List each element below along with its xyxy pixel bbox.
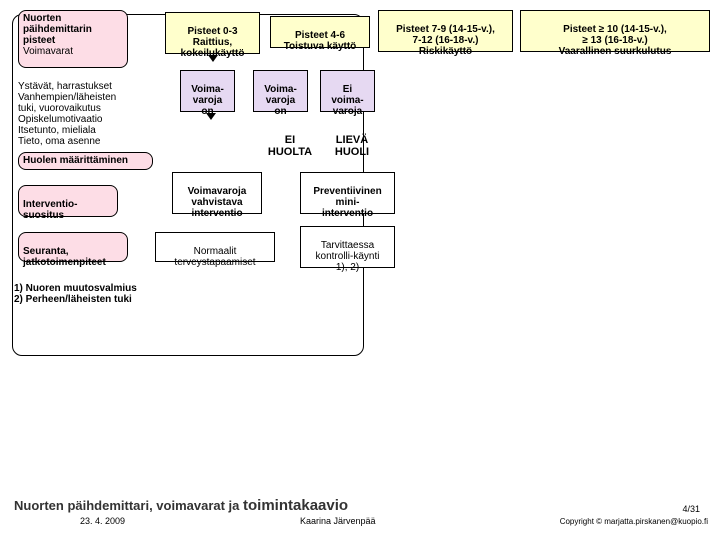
col2-score-text: Pisteet 4-6 Toistuva käyttö	[284, 30, 357, 52]
col1-score: Pisteet 0-3 Raittius, kokeilukäyttö	[165, 12, 260, 54]
ei-huolta: EI HUOLTA	[255, 122, 325, 158]
left-header-text: Nuorten päihdemittarin pisteet	[23, 13, 123, 46]
ei-huolta-text: EI HUOLTA	[268, 134, 312, 158]
col1-voima: Voima- varoja on	[180, 70, 235, 112]
col4-score-text: Pisteet ≥ 10 (14-15-v.), ≥ 13 (16-18-v.)…	[559, 24, 672, 57]
col1-interv: Voimavaroja vahvistava interventio	[172, 172, 262, 214]
valmius-text: 1) Nuoren muutosvalmius 2) Perheen/lähei…	[14, 272, 137, 305]
col2-interv-text: Preventiivinen mini- interventio	[313, 186, 381, 219]
left-header: Nuorten päihdemittarin pisteet Voimavara…	[18, 10, 128, 68]
footer-title-bold: toimintakaavio	[243, 497, 348, 514]
left-lines-text: Ystävät, harrastukset Vanhempien/läheist…	[18, 81, 116, 147]
huolen-box: Huolen määrittäminen	[18, 152, 153, 170]
arrow-c1-1	[208, 55, 218, 62]
col1-seuranta: Normaalit terveystapaamiset	[155, 232, 275, 262]
arrow-c1-2	[206, 113, 216, 120]
footer-page: 4/31	[682, 504, 700, 514]
col2-score: Pisteet 4-6 Toistuva käyttö	[270, 16, 370, 48]
col1-interv-text: Voimavaroja vahvistava interventio	[188, 186, 247, 219]
col4-score: Pisteet ≥ 10 (14-15-v.), ≥ 13 (16-18-v.)…	[520, 10, 710, 52]
col1-seuranta-text: Normaalit terveystapaamiset	[174, 246, 255, 268]
seuranta-left: Seuranta, jatkotoimenpiteet	[18, 232, 128, 262]
left-header-sub: Voimavarat	[23, 46, 73, 57]
lieva-huoli-text: LIEVÄ HUOLI	[335, 134, 369, 158]
footer-title-left: Nuorten päihdemittari, voimavarat ja	[14, 498, 243, 513]
col3-score: Pisteet 7-9 (14-15-v.), 7-12 (16-18-v.) …	[378, 10, 513, 52]
col2-seuranta: Tarvittaessa kontrolli-käynti 1), 2)	[300, 226, 395, 268]
footer-copyright: Copyright © marjatta.pirskanen@kuopio.fi	[560, 517, 708, 526]
footer-date: 23. 4. 2009	[80, 516, 125, 526]
col3-score-text: Pisteet 7-9 (14-15-v.), 7-12 (16-18-v.) …	[396, 24, 495, 57]
seuranta-left-text: Seuranta, jatkotoimenpiteet	[23, 246, 106, 268]
interventio-left: Interventio- suositus	[18, 185, 118, 217]
footer-author: Kaarina Järvenpää	[300, 516, 376, 526]
lieva-huoli: LIEVÄ HUOLI	[322, 122, 382, 158]
left-lines: Ystävät, harrastukset Vanhempien/läheist…	[18, 70, 158, 147]
col2-voima: Voima- varoja on	[253, 70, 308, 112]
col3-voima-text: Ei voima- varoja	[331, 84, 363, 117]
valmius-content: 1) Nuoren muutosvalmius 2) Perheen/lähei…	[14, 283, 137, 305]
col2-interv: Preventiivinen mini- interventio	[300, 172, 395, 214]
huolen-text: Huolen määrittäminen	[23, 155, 128, 166]
col3-voima: Ei voima- varoja	[320, 70, 375, 112]
